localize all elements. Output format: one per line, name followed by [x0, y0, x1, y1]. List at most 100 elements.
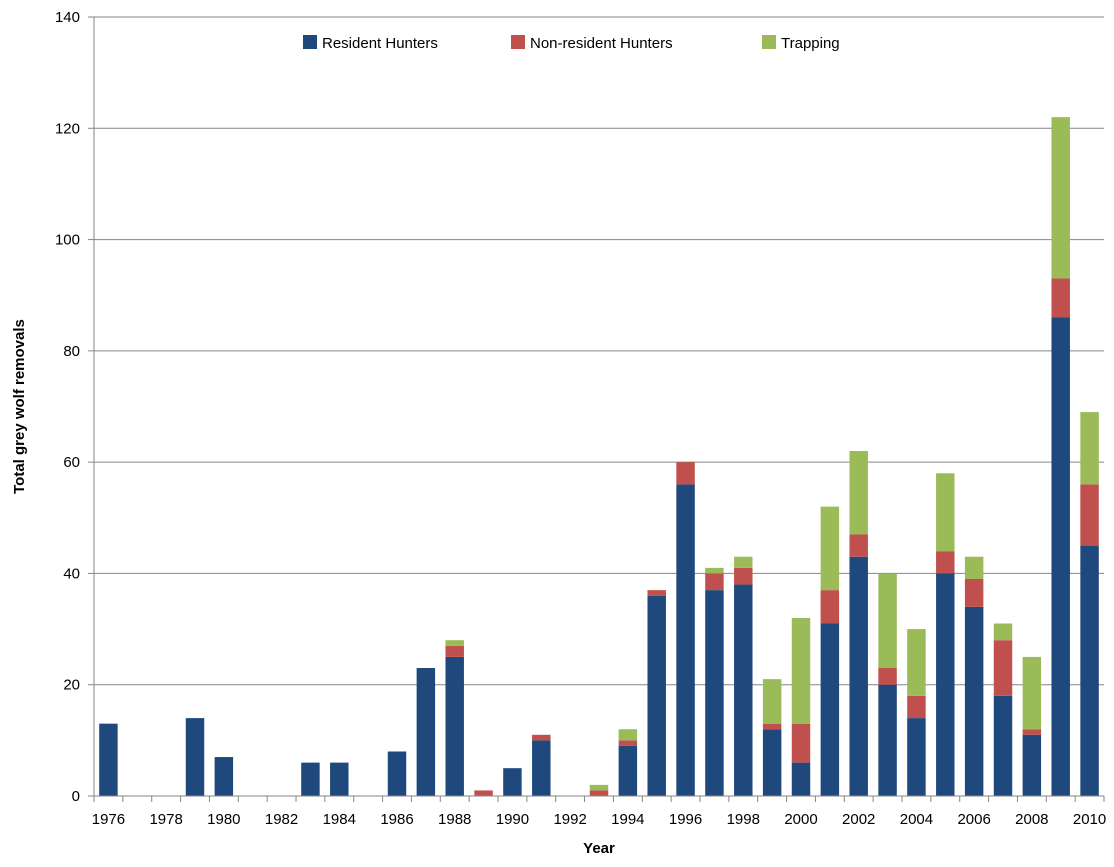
bar-1997-trapping	[705, 567, 724, 574]
bar-2009-trapping	[1051, 117, 1070, 279]
bar-1979-resident-hunters	[185, 718, 205, 796]
bar-1998-non-resident-hunters	[734, 567, 753, 585]
bar-2001-trapping	[820, 506, 840, 591]
bar-1994-non-resident-hunters	[618, 740, 638, 746]
bar-1997-non-resident-hunters	[705, 573, 724, 591]
bar-1976-resident-hunters	[99, 723, 118, 796]
bar-2008-resident-hunters	[1022, 734, 1042, 796]
bar-2010-non-resident-hunters	[1080, 484, 1099, 546]
bar-2008-non-resident-hunters	[1022, 729, 1042, 735]
bar-1983-resident-hunters	[301, 762, 320, 796]
bar-2003-non-resident-hunters	[878, 668, 897, 685]
bar-1984-resident-hunters	[330, 762, 349, 796]
x-tick-label-1990: 1990	[496, 811, 529, 828]
bar-1986-resident-hunters	[387, 751, 407, 796]
legend-swatch-trapping	[762, 35, 776, 49]
bar-1995-resident-hunters	[647, 595, 666, 796]
bar-2002-non-resident-hunters	[849, 534, 868, 557]
bar-2000-resident-hunters	[791, 762, 811, 796]
bar-1994-trapping	[618, 729, 638, 741]
bar-1996-resident-hunters	[676, 484, 695, 796]
bar-2010-trapping	[1080, 412, 1099, 485]
x-tick-label-2000: 2000	[784, 811, 817, 828]
x-tick-label-1988: 1988	[438, 811, 471, 828]
x-tick-label-1986: 1986	[380, 811, 413, 828]
x-tick-label-1976: 1976	[92, 811, 125, 828]
bar-2006-trapping	[964, 556, 984, 579]
bar-2007-non-resident-hunters	[993, 640, 1013, 696]
y-tick-label-100: 100	[55, 232, 80, 249]
bar-1989-non-resident-hunters	[474, 790, 493, 796]
legend-label-trapping: Trapping	[781, 35, 840, 52]
bar-2009-resident-hunters	[1051, 317, 1070, 796]
bar-1991-resident-hunters	[532, 740, 551, 796]
bar-1999-resident-hunters	[762, 729, 782, 796]
y-tick-label-140: 140	[55, 9, 80, 26]
legend-swatch-non-resident-hunters	[511, 35, 525, 49]
x-axis-title: Year	[583, 840, 615, 857]
bar-2000-trapping	[791, 617, 811, 724]
y-tick-labels: 0 20 40 60 80 100 120 140	[55, 9, 80, 805]
y-tick-label-120: 120	[55, 120, 80, 137]
gridlines	[94, 16, 1104, 686]
bar-1993-trapping	[589, 784, 609, 791]
bar-1988-trapping	[445, 640, 464, 646]
bar-2002-trapping	[849, 451, 868, 535]
y-tick-label-0: 0	[72, 788, 80, 805]
bar-1991-non-resident-hunters	[532, 734, 551, 741]
x-tick-label-1996: 1996	[669, 811, 702, 828]
y-tick-label-60: 60	[63, 454, 80, 471]
bar-1998-resident-hunters	[734, 584, 753, 796]
bar-2007-resident-hunters	[993, 695, 1013, 796]
x-tick-label-2002: 2002	[842, 811, 875, 828]
x-tick-label-2004: 2004	[900, 811, 933, 828]
x-tick-label-2008: 2008	[1015, 811, 1048, 828]
bar-1988-resident-hunters	[445, 656, 464, 796]
bar-1988-non-resident-hunters	[445, 645, 464, 657]
bar-1998-trapping	[734, 556, 753, 568]
bar-1993-non-resident-hunters	[589, 790, 609, 796]
y-tick-label-80: 80	[63, 343, 80, 360]
bar-2010-resident-hunters	[1080, 545, 1099, 796]
bar-2008-trapping	[1022, 656, 1042, 730]
bar-2009-non-resident-hunters	[1051, 278, 1070, 318]
legend: Resident Hunters Non-resident Hunters Trap…	[303, 35, 840, 52]
bar-1994-resident-hunters	[618, 745, 638, 796]
y-tick-label-40: 40	[63, 565, 80, 582]
bar-1990-resident-hunters	[503, 768, 522, 796]
x-tick-label-1982: 1982	[265, 811, 298, 828]
legend-label-non-resident-hunters: Non-resident Hunters	[530, 35, 673, 52]
bar-2005-trapping	[936, 473, 955, 552]
bar-2006-resident-hunters	[964, 606, 984, 796]
y-axis-title: Total grey wolf removals	[11, 319, 28, 494]
x-tick-label-1994: 1994	[611, 811, 644, 828]
x-tick-label-1998: 1998	[727, 811, 760, 828]
x-tick-label-2010: 2010	[1073, 811, 1106, 828]
bar-2004-resident-hunters	[907, 718, 926, 796]
bar-1995-non-resident-hunters	[647, 590, 666, 596]
legend-label-resident-hunters: Resident Hunters	[322, 35, 438, 52]
bar-2005-non-resident-hunters	[936, 551, 955, 574]
bar-2006-non-resident-hunters	[964, 578, 984, 607]
x-tick-label-1984: 1984	[323, 811, 356, 828]
bar-1999-non-resident-hunters	[762, 723, 782, 730]
x-tick-labels: 1976 1978 1980 1982 1984 1986 1988 1990 1992 1994…	[92, 811, 1107, 828]
bar-2003-trapping	[878, 573, 897, 669]
x-tick-label-2006: 2006	[957, 811, 990, 828]
bar-1980-resident-hunters	[214, 757, 234, 796]
bar-1996-non-resident-hunters	[676, 462, 695, 485]
bar-2007-trapping	[993, 623, 1013, 641]
bars	[99, 117, 1099, 796]
bar-2001-non-resident-hunters	[820, 590, 840, 624]
x-tick-label-1978: 1978	[149, 811, 182, 828]
bar-2000-non-resident-hunters	[791, 723, 811, 763]
bar-2003-resident-hunters	[878, 684, 897, 796]
bar-1987-resident-hunters	[416, 668, 436, 796]
y-tick-label-20: 20	[63, 677, 80, 694]
bar-2004-trapping	[907, 629, 926, 696]
x-tick-label-1992: 1992	[553, 811, 586, 828]
legend-swatch-resident-hunters	[303, 35, 317, 49]
bar-1997-resident-hunters	[705, 590, 724, 796]
bar-2005-resident-hunters	[936, 573, 955, 796]
bar-2001-resident-hunters	[820, 623, 840, 796]
